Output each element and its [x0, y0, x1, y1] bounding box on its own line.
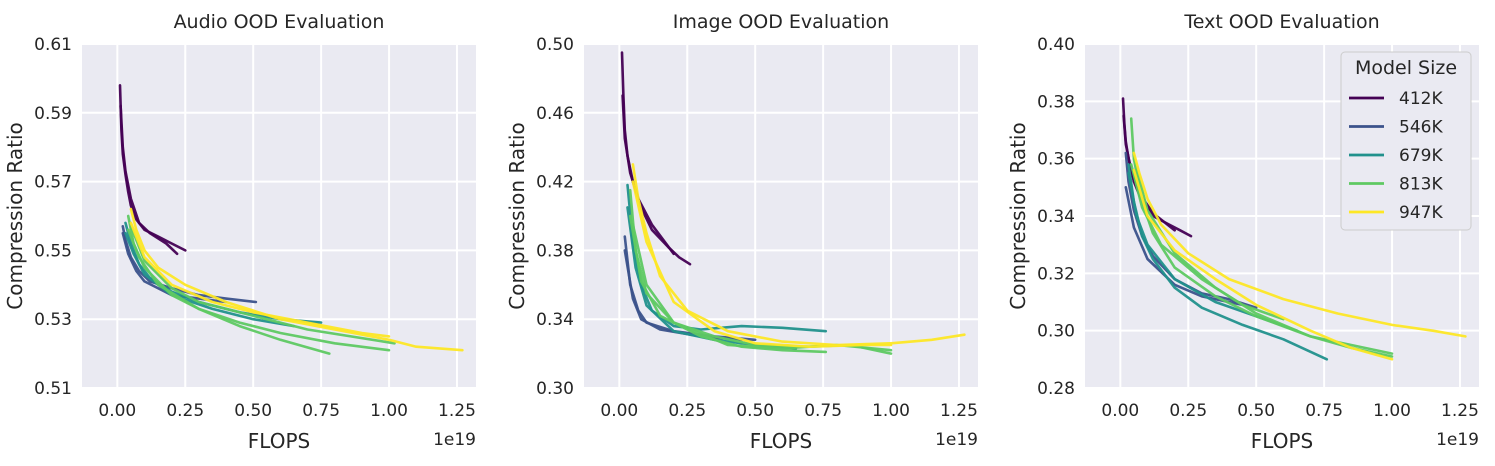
x-tick-label: 0.00 [1101, 401, 1139, 421]
series-line [129, 221, 391, 338]
x-tick-label: 0.00 [600, 401, 638, 421]
x-tick-label: 0.50 [234, 401, 272, 421]
x-tick-label: 0.75 [302, 401, 340, 421]
x-axis-label: FLOPS [1251, 429, 1313, 453]
legend-title: Model Size [1355, 57, 1457, 79]
chart-title: Image OOD Evaluation [673, 11, 889, 33]
y-tick-label: 0.34 [536, 310, 574, 330]
series-line [631, 180, 893, 349]
y-tick-label: 0.38 [1037, 92, 1075, 112]
series-line [628, 214, 828, 354]
x-tick-label: 0.25 [166, 401, 204, 421]
x-offset-label: 1e19 [1436, 430, 1479, 450]
legend-box [1340, 51, 1472, 231]
x-tick-label: 1.25 [438, 401, 476, 421]
series-line [121, 231, 228, 304]
x-tick-label: 0.00 [98, 401, 136, 421]
y-tick-label: 0.55 [34, 241, 72, 261]
y-tick-label: 0.57 [34, 173, 72, 193]
x-tick-label: 0.50 [736, 401, 774, 421]
x-axis-label: FLOPS [750, 429, 812, 453]
y-tick-label: 0.59 [34, 104, 72, 124]
x-tick-label: 0.50 [1237, 401, 1275, 421]
y-tick-label: 0.46 [536, 104, 574, 124]
x-tick-label: 0.25 [668, 401, 706, 421]
y-tick-label: 0.40 [1037, 35, 1075, 55]
y-tick-label: 0.38 [536, 241, 574, 261]
y-tick-label: 0.32 [1037, 264, 1075, 284]
y-tick-label: 0.53 [34, 310, 72, 330]
legend-entry-label: 813K [1399, 175, 1443, 195]
y-tick-label: 0.34 [1037, 207, 1075, 227]
y-tick-label: 0.50 [536, 35, 574, 55]
y-tick-label: 0.51 [34, 379, 72, 399]
x-tick-label: 0.25 [1169, 401, 1207, 421]
x-tick-label: 0.75 [804, 401, 842, 421]
chart-panel-1: 0.00 0.25 0.50 0.75 1.00 1.25 0.51 0.53 0.55 0.57… [3, 11, 476, 453]
series-line [126, 228, 331, 355]
series-line [1132, 151, 1467, 338]
y-tick-label: 0.28 [1037, 379, 1075, 399]
y-tick-label: 0.30 [536, 379, 574, 399]
x-axis-label: FLOPS [248, 429, 310, 453]
x-tick-label: 1.25 [940, 401, 978, 421]
legend: Model Size 412K 546K 679K 813K 947K [1340, 51, 1472, 231]
x-tick-label: 1.00 [1373, 401, 1411, 421]
legend-entry-label: 412K [1399, 89, 1443, 109]
series-line [119, 104, 179, 256]
series-line [129, 225, 396, 345]
chart-panel-2: 0.00 0.25 0.50 0.75 1.00 1.25 0.30 0.34 0.38 0.42… [505, 11, 978, 453]
x-offset-label: 1e19 [935, 430, 978, 450]
series-line [1132, 168, 1394, 361]
x-tick-label: 1.00 [370, 401, 408, 421]
series-line [1129, 163, 1285, 321]
legend-entry-label: 947K [1399, 203, 1443, 223]
series-line [129, 207, 464, 352]
legend-entry-label: 546K [1399, 118, 1443, 138]
y-axis-label: Compression Ratio [1006, 122, 1030, 309]
y-axis-label: Compression Ratio [3, 122, 27, 309]
series-line [631, 163, 966, 347]
x-tick-label: 0.75 [1305, 401, 1343, 421]
series-line [1132, 157, 1394, 355]
y-tick-label: 0.30 [1037, 322, 1075, 342]
chart-title: Audio OOD Evaluation [174, 11, 385, 33]
x-offset-label: 1e19 [433, 430, 476, 450]
legend-entry-label: 679K [1399, 146, 1443, 166]
plot-area [584, 44, 978, 388]
x-tick-label: 1.00 [872, 401, 910, 421]
y-axis-label: Compression Ratio [505, 122, 529, 309]
x-tick-label: 1.25 [1441, 401, 1479, 421]
chart-title: Text OOD Evaluation [1183, 11, 1379, 33]
y-tick-label: 0.36 [1037, 150, 1075, 170]
plot-area [82, 44, 476, 388]
y-tick-label: 0.42 [536, 173, 574, 193]
y-tick-label: 0.61 [34, 35, 72, 55]
